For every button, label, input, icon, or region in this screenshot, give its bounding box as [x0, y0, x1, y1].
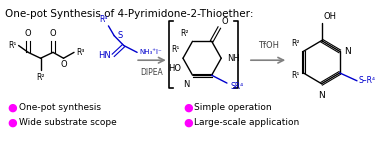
Text: ●: ● [183, 118, 193, 128]
Text: S: S [117, 31, 122, 40]
Text: DIPEA: DIPEA [140, 68, 163, 77]
Text: ●: ● [7, 118, 17, 128]
Text: R¹: R¹ [8, 41, 17, 50]
Text: R²: R² [36, 73, 45, 82]
Text: R²: R² [291, 39, 299, 49]
Text: R¹: R¹ [291, 71, 299, 80]
Text: Wide substrate scope: Wide substrate scope [19, 118, 116, 127]
Text: O: O [50, 29, 56, 38]
Text: HO: HO [168, 64, 181, 73]
Text: OH: OH [324, 12, 336, 21]
Text: Simple operation: Simple operation [194, 103, 272, 112]
Text: O: O [60, 60, 67, 69]
Text: R²: R² [180, 29, 189, 38]
Text: N: N [345, 47, 351, 56]
Text: One-pot Synthesis of 4-Pyrimidone-2-Thioether:: One-pot Synthesis of 4-Pyrimidone-2-Thio… [5, 9, 254, 19]
Text: ●: ● [183, 102, 193, 112]
Text: One-pot synthesis: One-pot synthesis [19, 103, 101, 112]
Text: R³: R³ [76, 48, 84, 57]
Text: R¹: R¹ [171, 45, 179, 54]
Text: N: N [183, 80, 190, 89]
Text: TfOH: TfOH [257, 41, 279, 50]
Text: SR⁴: SR⁴ [231, 81, 244, 91]
Text: O: O [221, 17, 228, 26]
Text: NH: NH [227, 54, 240, 63]
Text: S–R⁴: S–R⁴ [359, 76, 376, 85]
Text: Large-scale application: Large-scale application [194, 118, 300, 127]
Text: R⁴: R⁴ [99, 15, 107, 24]
Text: NH₃⁺I⁻: NH₃⁺I⁻ [139, 49, 162, 55]
Text: O: O [25, 29, 31, 38]
Text: HN: HN [99, 51, 111, 60]
Text: N: N [318, 91, 325, 100]
Text: ●: ● [7, 102, 17, 112]
